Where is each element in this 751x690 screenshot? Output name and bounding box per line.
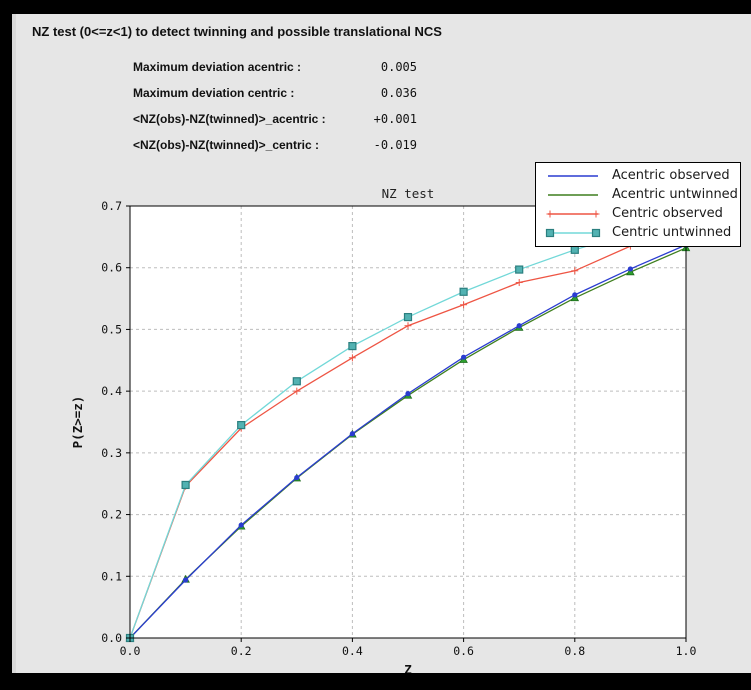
- svg-text:1.0: 1.0: [676, 644, 697, 658]
- chart-title: NZ test: [382, 186, 435, 201]
- report-panel: NZ test (0<=z<1) to detect twinning and …: [12, 14, 751, 677]
- stat-label: Maximum deviation centric :: [133, 86, 295, 100]
- centric-untwinned-swatch-icon: [545, 228, 601, 237]
- svg-text:0.3: 0.3: [101, 446, 122, 460]
- page-title: NZ test (0<=z<1) to detect twinning and …: [32, 24, 442, 39]
- chart-canvas: 0.0 0.2 0.4 0.6 0.8 1.0 0.0 0.1 0.2 0.3 0.4 0.5 0.6 0…: [70, 186, 696, 677]
- acentric-observed-swatch-icon: [548, 174, 598, 177]
- stat-value: -0.019: [373, 138, 417, 152]
- legend-item-centric-untwinned: Centric untwinned: [536, 223, 740, 242]
- svg-text:0.2: 0.2: [231, 644, 252, 658]
- centric-observed-swatch-icon: [546, 210, 600, 217]
- svg-text:0.8: 0.8: [564, 644, 585, 658]
- stat-row-max-dev-acentric: Maximum deviation acentric : 0.005: [133, 54, 417, 80]
- svg-text:0.5: 0.5: [101, 322, 122, 336]
- acentric-untwinned-swatch-icon: [548, 193, 598, 196]
- svg-text:0.0: 0.0: [120, 644, 141, 658]
- chart-legend: Acentric observed Acentric untwinned Cen…: [535, 162, 741, 247]
- x-axis-label: Z: [404, 662, 412, 673]
- svg-text:0.0: 0.0: [101, 631, 122, 645]
- plot-area: [130, 206, 686, 638]
- stat-row-nz-diff-centric: <NZ(obs)-NZ(twinned)>_centric : -0.019: [133, 132, 417, 158]
- legend-item-acentric-observed: Acentric observed: [536, 166, 740, 185]
- plot-frame: [129, 205, 687, 639]
- stat-label: Maximum deviation acentric :: [133, 60, 302, 74]
- legend-label: Centric observed: [612, 206, 723, 221]
- stat-value: 0.036: [380, 86, 417, 100]
- svg-text:0.2: 0.2: [101, 508, 122, 522]
- svg-text:0.6: 0.6: [453, 644, 474, 658]
- svg-text:0.1: 0.1: [101, 569, 122, 583]
- svg-text:0.4: 0.4: [342, 644, 363, 658]
- legend-item-centric-observed: Centric observed: [536, 204, 740, 223]
- stat-row-nz-diff-acentric: <NZ(obs)-NZ(twinned)>_acentric : +0.001: [133, 106, 417, 132]
- legend-label: Acentric observed: [612, 168, 730, 183]
- nz-test-chart: 0.0 0.2 0.4 0.6 0.8 1.0 0.0 0.1 0.2 0.3 0.4 0.5 0.6 0…: [16, 14, 751, 677]
- axes-ticks: 0.0 0.2 0.4 0.6 0.8 1.0 0.0 0.1 0.2 0.3 0.4 0.5 0.6 0…: [101, 199, 696, 658]
- gridlines: [130, 206, 686, 638]
- stat-label: <NZ(obs)-NZ(twinned)>_centric :: [133, 138, 320, 152]
- stat-value: +0.001: [373, 112, 417, 126]
- svg-text:0.6: 0.6: [101, 261, 122, 275]
- stats-block: Maximum deviation acentric : 0.005 Maxim…: [133, 54, 417, 158]
- legend-item-acentric-untwinned: Acentric untwinned: [536, 185, 740, 204]
- svg-text:0.4: 0.4: [101, 384, 122, 398]
- stat-row-max-dev-centric: Maximum deviation centric : 0.036: [133, 80, 417, 106]
- stat-label: <NZ(obs)-NZ(twinned)>_acentric :: [133, 112, 326, 126]
- y-axis-label: P(Z>=z): [70, 396, 85, 449]
- stat-value: 0.005: [380, 60, 417, 74]
- legend-label: Centric untwinned: [612, 225, 732, 240]
- svg-text:0.7: 0.7: [101, 199, 122, 213]
- legend-label: Acentric untwinned: [612, 187, 738, 202]
